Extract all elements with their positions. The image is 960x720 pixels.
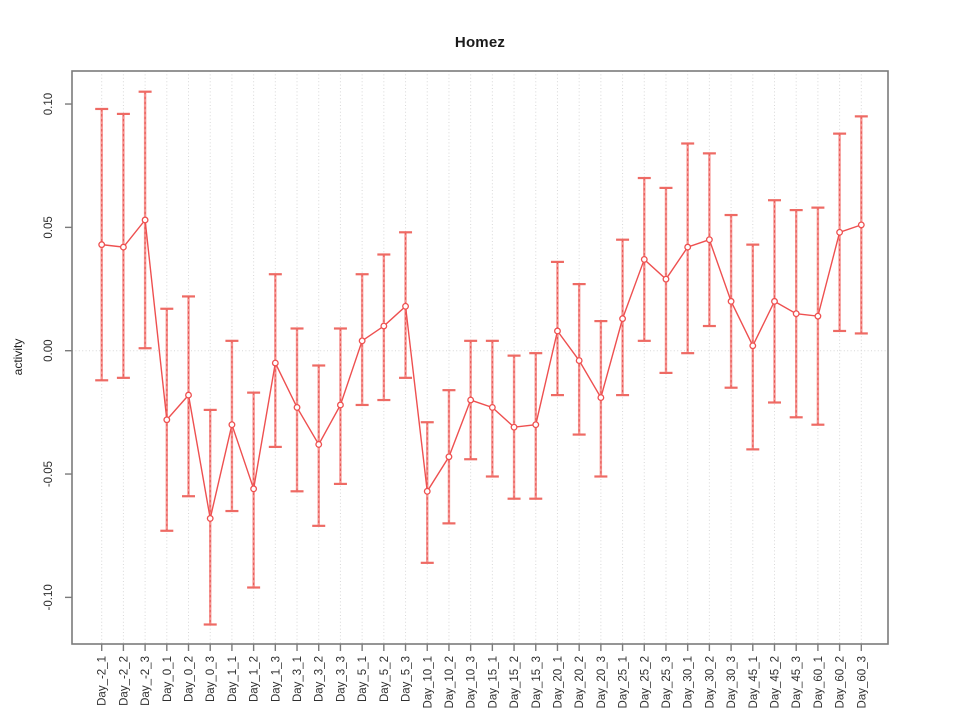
data-point bbox=[358, 337, 366, 345]
x-tick-label: Day_3_3 bbox=[335, 656, 347, 702]
x-tick-label: Day_10_1 bbox=[422, 656, 434, 708]
data-point bbox=[510, 423, 518, 431]
data-point bbox=[250, 485, 258, 493]
data-point bbox=[423, 487, 431, 495]
x-tick-label: Day_3_2 bbox=[314, 656, 326, 702]
x-tick-label: Day_25_3 bbox=[661, 656, 673, 708]
data-point bbox=[857, 221, 865, 229]
x-tick-label: Day_30_2 bbox=[704, 656, 716, 708]
x-tick-label: Day_-2_2 bbox=[118, 656, 130, 706]
x-tick-label: Day_25_2 bbox=[639, 656, 651, 708]
data-point bbox=[185, 391, 192, 399]
x-tick-label: Day_0_2 bbox=[184, 656, 196, 702]
x-tick-label: Day_20_3 bbox=[596, 656, 608, 708]
x-tick-label: Day_3_1 bbox=[292, 656, 304, 702]
y-tick-label: 0.00 bbox=[43, 340, 55, 362]
y-tick-label: -0.05 bbox=[43, 461, 55, 487]
x-tick-label: Day_0_3 bbox=[205, 656, 217, 702]
data-point bbox=[684, 243, 692, 251]
x-tick-label: Day_1_3 bbox=[270, 656, 282, 702]
data-point bbox=[705, 236, 713, 244]
data-point bbox=[141, 216, 149, 224]
x-tick-label: Day_45_2 bbox=[770, 656, 782, 708]
data-point bbox=[119, 243, 127, 251]
series-line bbox=[101, 218, 862, 519]
x-tick-label: Day_1_2 bbox=[249, 656, 261, 702]
chart-title: Homez bbox=[454, 34, 506, 51]
x-tick-label: Day_30_3 bbox=[726, 656, 738, 708]
data-point bbox=[315, 440, 323, 448]
data-point bbox=[771, 297, 778, 305]
x-tick-label: Day_5_2 bbox=[379, 656, 391, 702]
x-tick-label: Day_15_1 bbox=[487, 656, 499, 708]
x-tick-label: Day_15_2 bbox=[509, 656, 521, 708]
data-point bbox=[749, 342, 757, 350]
plot-box bbox=[71, 70, 889, 645]
data-point bbox=[619, 315, 627, 323]
data-point bbox=[163, 416, 171, 424]
data-point bbox=[662, 275, 670, 283]
data-point bbox=[597, 394, 605, 402]
data-point bbox=[836, 228, 844, 236]
x-tick-label: Day_0_1 bbox=[162, 656, 174, 702]
x-tick-label: Day_10_2 bbox=[444, 656, 456, 708]
data-point bbox=[554, 327, 561, 335]
y-tick-label: 0.10 bbox=[43, 93, 55, 115]
data-point bbox=[727, 297, 735, 305]
x-tick-label: Day_-2_3 bbox=[140, 656, 152, 706]
x-tick-label: Day_-2_1 bbox=[97, 656, 109, 706]
x-tick-label: Day_25_1 bbox=[618, 656, 630, 708]
data-point bbox=[467, 396, 475, 404]
data-point bbox=[98, 241, 106, 249]
data-point bbox=[575, 357, 583, 365]
data-point bbox=[532, 421, 540, 429]
x-tick-label: Day_45_1 bbox=[748, 656, 760, 708]
data-point bbox=[206, 514, 214, 522]
x-tick-label: Day_60_1 bbox=[813, 656, 825, 708]
data-point bbox=[640, 255, 648, 263]
data-point bbox=[293, 403, 301, 411]
x-tick-label: Day_5_1 bbox=[357, 656, 369, 702]
data-point bbox=[336, 401, 344, 409]
x-tick-label: Day_60_3 bbox=[856, 656, 868, 708]
x-tick-label: Day_60_2 bbox=[835, 656, 847, 708]
data-point bbox=[271, 359, 279, 367]
x-tick-label: Day_20_1 bbox=[552, 656, 564, 708]
data-point bbox=[792, 310, 800, 318]
x-tick-label: Day_45_3 bbox=[791, 656, 803, 708]
data-point bbox=[814, 312, 822, 320]
y-tick-label: -0.10 bbox=[43, 584, 55, 610]
x-tick-label: Day_30_1 bbox=[683, 656, 695, 708]
data-point bbox=[445, 453, 453, 461]
data-point bbox=[228, 421, 236, 429]
x-tick-label: Day_5_3 bbox=[401, 656, 413, 702]
x-tick-label: Day_20_2 bbox=[574, 656, 586, 708]
y-tick-label: 0.05 bbox=[43, 216, 55, 238]
x-tick-label: Day_15_3 bbox=[531, 656, 543, 708]
x-tick-label: Day_10_3 bbox=[466, 656, 478, 708]
data-point bbox=[488, 403, 496, 411]
data-point bbox=[402, 302, 409, 310]
x-tick-label: Day_1_1 bbox=[227, 656, 239, 702]
data-point bbox=[380, 322, 388, 330]
